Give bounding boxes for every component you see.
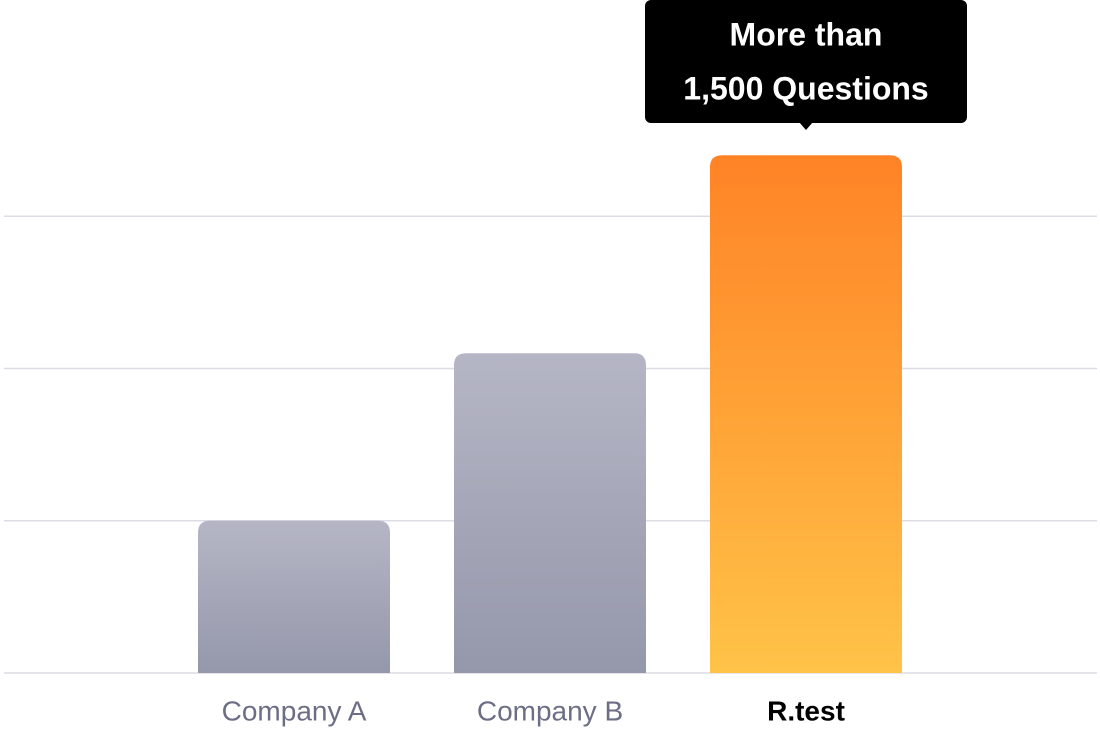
- x-tick-label: R.test: [767, 695, 845, 726]
- x-tick-label: Company A: [222, 695, 367, 726]
- x-tick-label: Company B: [477, 695, 623, 726]
- tooltip-text: 1,500 Questions: [683, 70, 928, 106]
- bar: [710, 155, 902, 674]
- bar: [454, 353, 646, 673]
- tooltip-box: [645, 0, 967, 123]
- tooltip-text: More than: [730, 16, 883, 52]
- tooltip-pointer: [799, 122, 813, 130]
- bar: [198, 520, 390, 673]
